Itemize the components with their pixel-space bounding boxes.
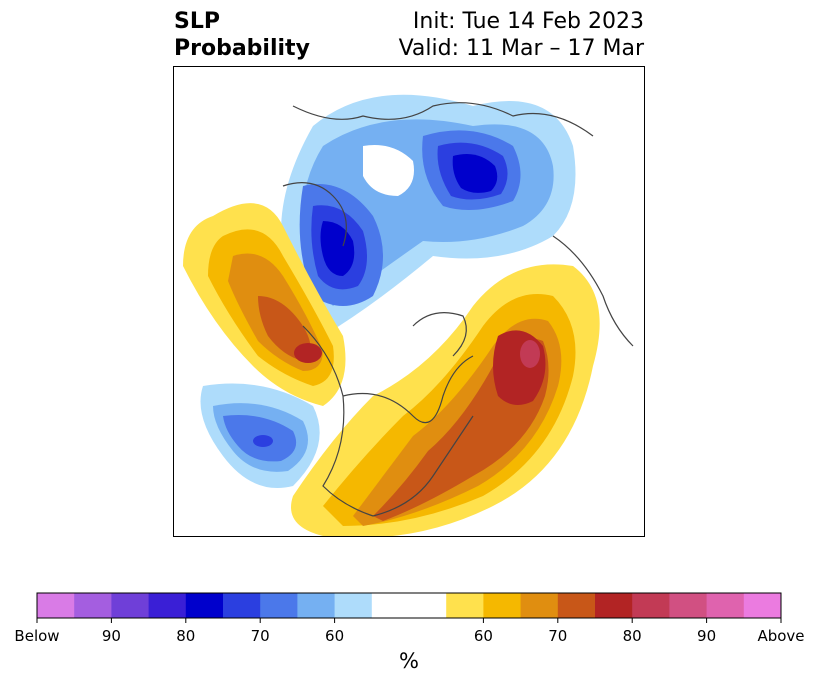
colorbar-bin: [483, 593, 522, 618]
title-right: Init: Tue 14 Feb 2023 Valid: 11 Mar – 17…: [399, 8, 644, 62]
colorbar-border: [36, 592, 782, 619]
init-date: Init: Tue 14 Feb 2023: [412, 9, 644, 34]
atlantic-above-region: [291, 264, 600, 537]
colorbar-tick-label: Above: [757, 627, 805, 645]
colorbar-bin: [557, 593, 596, 618]
valid-range: Valid: 11 Mar – 17 Mar: [398, 36, 644, 61]
colorbar-tick-label: 80: [176, 627, 196, 645]
colorbar-bin: [595, 593, 633, 618]
ne-pacific-above-region: [183, 203, 346, 406]
colorbar-tick-label: 60: [325, 627, 345, 645]
colorbar-bin: [743, 593, 782, 618]
colorbar-bin: [185, 593, 224, 618]
colorbar-tick-label: 80: [622, 627, 642, 645]
colorbar-bin: [371, 593, 410, 618]
colorbar-tick-label: 90: [697, 627, 717, 645]
colorbar-bin: [223, 593, 261, 618]
colorbar-tick-label: 90: [101, 627, 121, 645]
colorbar-tick-label: 70: [548, 627, 568, 645]
colorbar-tick-label: Below: [14, 627, 60, 645]
probability-map: [173, 66, 645, 537]
arctic-below-region: [281, 94, 576, 336]
title-product: Probability: [174, 36, 310, 61]
colorbar-tick-label: 60: [473, 627, 493, 645]
colorbar-tick-label: 70: [250, 627, 270, 645]
colorbar-bin: [260, 593, 298, 618]
colorbar-unit: %: [399, 649, 419, 673]
colorbar-bin: [632, 593, 670, 618]
colorbar-bin: [37, 593, 75, 618]
colorbar-bin: [446, 593, 484, 618]
colorbar-bin: [706, 593, 745, 618]
colorbar-bin: [111, 593, 150, 618]
colorbar-bin: [409, 593, 447, 618]
colorbar-bin: [669, 593, 708, 618]
colorbar: [36, 592, 782, 623]
colorbar-bin: [520, 593, 559, 618]
pacific-below-region: [200, 383, 320, 488]
colorbar-bin: [297, 593, 336, 618]
colorbar-bin: [334, 593, 373, 618]
colorbar-bin: [148, 593, 187, 618]
title-left: SLP Probability: [174, 8, 310, 62]
colorbar-bin: [74, 593, 112, 618]
title-variable: SLP: [174, 9, 220, 34]
coastlines: [282, 102, 634, 517]
